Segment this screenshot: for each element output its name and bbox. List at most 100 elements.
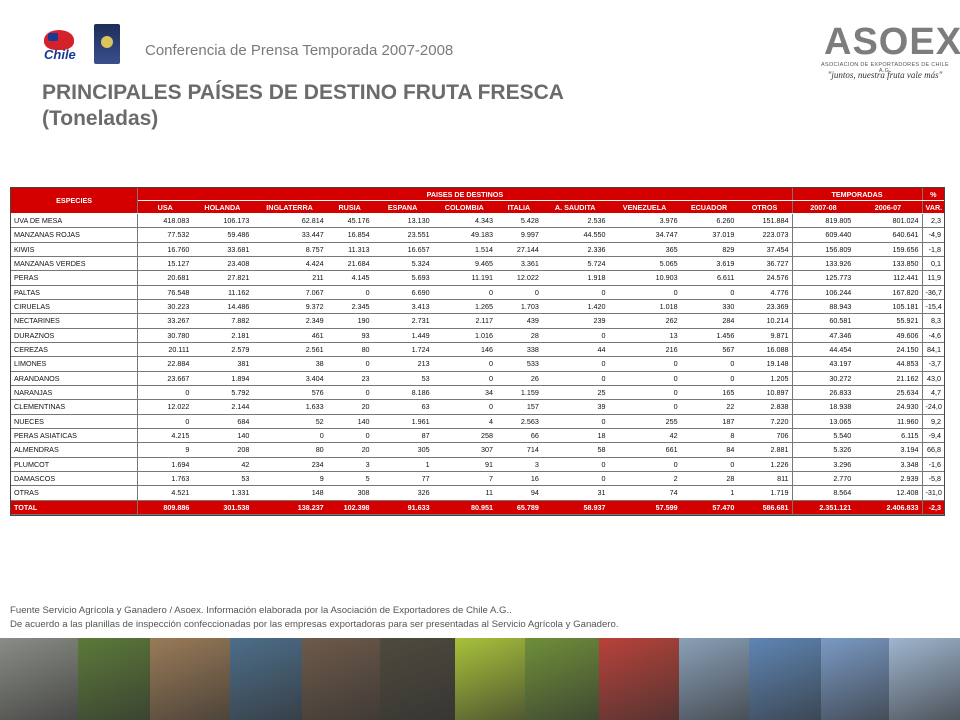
value-cell: 4,7 (921, 385, 944, 401)
value-cell: 15.127 (137, 256, 193, 272)
table-row: MANZANAS ROJAS 77.532 59.486 33.447 16.854 23… (11, 227, 944, 243)
photo-tile (455, 638, 525, 720)
value-cell: 661 (608, 442, 681, 458)
value-cell: -24,0 (921, 399, 944, 415)
value-cell: 27.144 (496, 242, 542, 257)
species-cell: LIMONES (11, 356, 139, 372)
value-cell: 44.454 (791, 342, 855, 358)
table-row: CEREZAS 20.111 2.579 2.561 80 1.724 146 338 44 21… (11, 342, 944, 358)
government-seal-logo (94, 24, 120, 64)
value-cell: 74 (608, 485, 681, 501)
value-cell: 1.894 (192, 371, 253, 386)
value-cell: 0 (432, 371, 496, 386)
value-cell: 6.611 (680, 270, 738, 286)
column-header: INGLATERRA (252, 200, 327, 214)
value-cell: 112.441 (854, 270, 923, 286)
value-cell: 305 (372, 442, 433, 458)
value-cell: 0 (680, 457, 738, 472)
value-cell: 0 (326, 428, 373, 444)
value-cell: 18 (541, 428, 609, 444)
value-cell: 159.656 (854, 242, 923, 257)
value-cell: 3.404 (252, 371, 327, 386)
value-cell: 381 (192, 356, 253, 372)
value-cell: 418.083 (137, 213, 193, 229)
value-cell: 586.681 (737, 500, 793, 516)
value-cell: 1.205 (737, 371, 793, 386)
value-cell: 258 (432, 428, 496, 444)
page-title: PRINCIPALES PAÍSES DE DESTINO FRUTA FRES… (42, 80, 802, 132)
value-cell: 55.921 (854, 313, 923, 329)
value-cell: 20.681 (137, 270, 193, 286)
species-cell: CIRUELAS (11, 299, 139, 315)
value-cell: 8.757 (252, 242, 327, 257)
species-cell: TOTAL (11, 500, 139, 516)
value-cell: 42 (192, 457, 253, 472)
value-cell: 1 (372, 457, 433, 472)
value-cell: 44 (541, 342, 609, 358)
value-cell: 87 (372, 428, 433, 444)
value-cell: 13.130 (372, 213, 433, 229)
value-cell: 439 (496, 313, 542, 329)
value-cell: 0 (432, 285, 496, 300)
value-cell: -1,6 (921, 457, 944, 472)
value-cell: -15,4 (921, 299, 944, 315)
asoex-logo-slogan: "juntos, nuestra fruta vale más" (827, 70, 943, 80)
value-cell: 0 (541, 356, 609, 372)
column-header: VENEZUELA (608, 200, 681, 214)
table-body: UVA DE MESA 418.083 106.173 62.814 45.176 13.… (11, 213, 944, 516)
value-cell: 801.024 (854, 213, 923, 229)
seasons-group-header: TEMPORADAS (791, 188, 923, 201)
value-cell: 4.521 (137, 485, 193, 501)
page-title-line1: PRINCIPALES PAÍSES DE DESTINO FRUTA FRES… (42, 81, 564, 104)
value-cell: 43.197 (791, 356, 855, 372)
value-cell: 609.440 (791, 227, 855, 243)
column-header: VAR. (921, 200, 944, 214)
value-cell: 16 (496, 471, 542, 487)
column-header: USA (137, 200, 193, 214)
value-cell: 60.581 (791, 313, 855, 329)
value-cell: 66 (496, 428, 542, 444)
value-cell: 91.633 (372, 500, 433, 516)
value-cell: 106.244 (791, 285, 855, 300)
value-cell: 3.296 (791, 457, 855, 472)
value-cell: 2.838 (737, 399, 793, 415)
value-cell: 53 (192, 471, 253, 487)
value-cell: 52 (252, 414, 327, 429)
value-cell: 21.684 (326, 256, 373, 272)
value-cell: 809.886 (137, 500, 193, 516)
table-row: PALTAS 76.548 11.162 7.067 0 6.690 0 0 0 0 0 4.776 1… (11, 285, 944, 300)
value-cell: 0 (541, 414, 609, 429)
value-cell: 1.694 (137, 457, 193, 472)
value-cell: -3,7 (921, 356, 944, 372)
photo-tile (889, 638, 960, 720)
value-cell: 2.345 (326, 299, 373, 315)
table-header-group-row: ESPECIES PAISES DE DESTINOS TEMPORADAS % (11, 188, 944, 214)
value-cell: 0 (680, 371, 738, 386)
species-cell: PERAS ASIATICAS (11, 428, 139, 444)
value-cell: 125.773 (791, 270, 855, 286)
value-cell: 819.805 (791, 213, 855, 229)
value-cell: 33.267 (137, 313, 193, 329)
value-cell: -1,8 (921, 242, 944, 257)
value-cell: 1.763 (137, 471, 193, 487)
value-cell: 102.398 (326, 500, 373, 516)
value-cell: 18.938 (791, 399, 855, 415)
value-cell: 0 (137, 414, 193, 429)
value-cell: 1.514 (432, 242, 496, 257)
table-row: PLUMCOT 1.694 42 234 3 1 91 3 0 0 0 1.226 3.296 3.348… (11, 457, 944, 472)
value-cell: 11 (432, 485, 496, 501)
value-cell: 11.162 (192, 285, 253, 300)
value-cell: 21.162 (854, 371, 923, 386)
species-header: ESPECIES (11, 188, 139, 214)
value-cell: 77.532 (137, 227, 193, 243)
value-cell: 12.022 (137, 399, 193, 415)
value-cell: 0 (608, 457, 681, 472)
value-cell: 5 (326, 471, 373, 487)
value-cell: 2.770 (791, 471, 855, 487)
photo-tile (821, 638, 889, 720)
value-cell: -5,8 (921, 471, 944, 487)
value-cell: 30.272 (791, 371, 855, 386)
value-cell: 23.369 (737, 299, 793, 315)
column-header: ITALIA (496, 200, 542, 214)
value-cell: 19.148 (737, 356, 793, 372)
